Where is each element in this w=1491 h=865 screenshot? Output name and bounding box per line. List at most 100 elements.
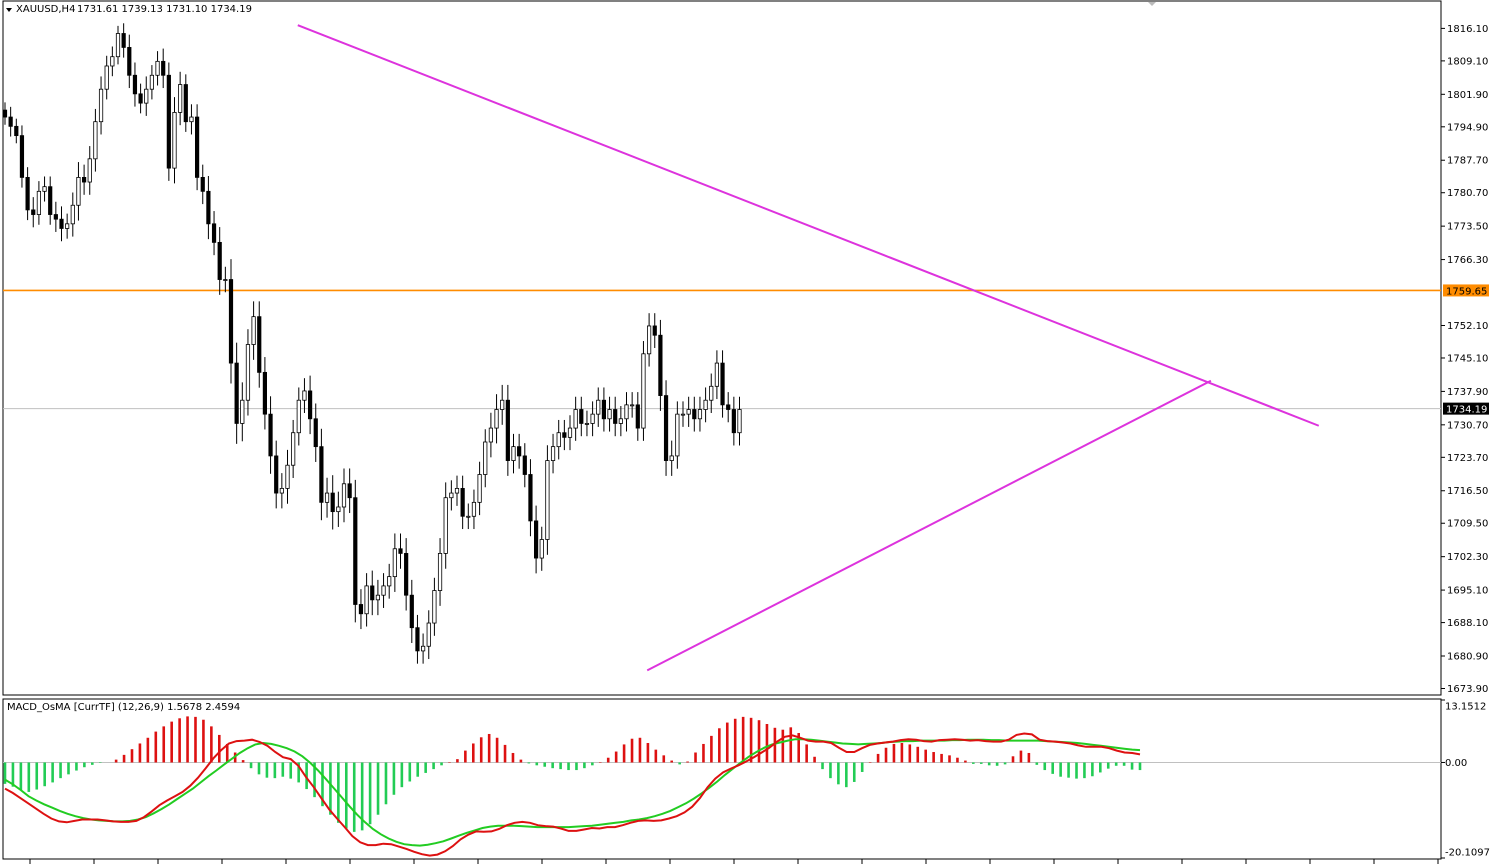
- candle: [324, 477, 330, 518]
- candle: [522, 443, 527, 488]
- price-plot-area: [2, 23, 1441, 672]
- macd-label: MACD_OsMA [CurrTF] (12,26,9) 1.5678 2.45…: [7, 702, 240, 713]
- candle: [319, 428, 324, 521]
- symbol-label: XAUUSD,H4: [16, 4, 75, 15]
- candle: [268, 396, 273, 474]
- candle: [42, 176, 47, 202]
- candle: [48, 176, 53, 225]
- candle: [720, 350, 725, 418]
- candle: [426, 610, 431, 660]
- candle: [31, 197, 36, 228]
- candle: [234, 342, 239, 444]
- candle: [726, 392, 731, 423]
- candle: [183, 74, 188, 132]
- price-tick-label: 1794.90: [1447, 122, 1488, 133]
- candle: [245, 329, 251, 416]
- candle: [697, 396, 703, 432]
- candle: [415, 614, 420, 664]
- candle: [302, 378, 307, 413]
- candle: [550, 433, 556, 474]
- candle: [669, 440, 674, 476]
- candle: [2, 102, 8, 125]
- price-tick-label: 1787.70: [1447, 156, 1488, 167]
- candle: [25, 167, 30, 221]
- candle: [714, 350, 720, 400]
- price-tick-label: 1816.10: [1447, 24, 1488, 35]
- candle: [82, 164, 87, 195]
- candle: [14, 118, 19, 144]
- candle: [686, 396, 691, 427]
- candle: [658, 319, 663, 411]
- candle: [274, 440, 279, 509]
- macd-tick-label: -20.1097: [1445, 848, 1490, 859]
- trendline-lower[interactable]: [646, 379, 1212, 672]
- candle: [375, 579, 381, 616]
- candle: [144, 76, 149, 116]
- candle: [607, 396, 612, 432]
- candle: [680, 401, 686, 427]
- candle: [635, 392, 640, 441]
- candle: [87, 146, 92, 195]
- candle: [370, 570, 375, 616]
- candle: [562, 419, 567, 451]
- current-price-label: 1734.19: [1446, 405, 1487, 416]
- candle: [437, 538, 443, 606]
- price-tick-label: 1737.90: [1447, 387, 1488, 398]
- candle: [161, 48, 166, 89]
- candle: [341, 468, 347, 523]
- candle: [330, 475, 335, 530]
- candle: [731, 396, 736, 446]
- candle: [624, 392, 629, 432]
- candle: [539, 526, 544, 571]
- candle: [104, 55, 109, 100]
- candle: [567, 415, 573, 451]
- candle: [132, 62, 138, 107]
- price-tick-label: 1723.70: [1447, 453, 1488, 464]
- candle: [65, 213, 70, 239]
- candle: [358, 589, 364, 630]
- candle: [601, 387, 607, 432]
- candle: [200, 164, 205, 205]
- candle: [76, 162, 81, 221]
- candle: [211, 211, 217, 256]
- candle: [579, 396, 584, 437]
- price-tick-label: 1780.70: [1447, 188, 1488, 199]
- price-tick-label: 1745.10: [1447, 353, 1488, 364]
- candle: [709, 373, 714, 413]
- ohlc-values: 1731.61 1739.13 1731.10 1734.19: [77, 4, 252, 15]
- candle: [59, 206, 64, 242]
- candle: [98, 76, 104, 135]
- candle: [127, 34, 132, 89]
- chart-header: XAUUSD,H4 1731.61 1739.13 1731.10 1734.1…: [6, 4, 252, 15]
- candle: [285, 449, 290, 504]
- candle: [432, 577, 437, 636]
- candle: [477, 461, 482, 516]
- chevron-down-icon[interactable]: [6, 8, 12, 12]
- candle: [652, 313, 657, 348]
- candle: [409, 579, 414, 644]
- price-tick-label: 1766.30: [1447, 255, 1488, 266]
- candle: [398, 533, 403, 569]
- candle: [641, 341, 646, 441]
- candle: [53, 201, 58, 232]
- candle: [534, 505, 539, 574]
- candle: [466, 503, 471, 530]
- candle: [590, 401, 595, 437]
- candle: [364, 573, 369, 627]
- trendline-upper[interactable]: [297, 24, 1320, 427]
- candle: [584, 410, 590, 437]
- candle: [618, 406, 623, 437]
- candle: [251, 301, 256, 360]
- scroll-marker-icon[interactable]: [1148, 2, 1156, 6]
- candle: [217, 227, 222, 295]
- candle: [353, 479, 358, 623]
- candle: [155, 51, 160, 86]
- candle: [528, 459, 533, 537]
- price-tick-label: 1688.10: [1447, 618, 1488, 629]
- candle: [70, 192, 75, 237]
- candle: [381, 573, 386, 608]
- candle: [336, 491, 341, 527]
- candle: [291, 419, 296, 478]
- price-tick-label: 1673.90: [1447, 684, 1488, 695]
